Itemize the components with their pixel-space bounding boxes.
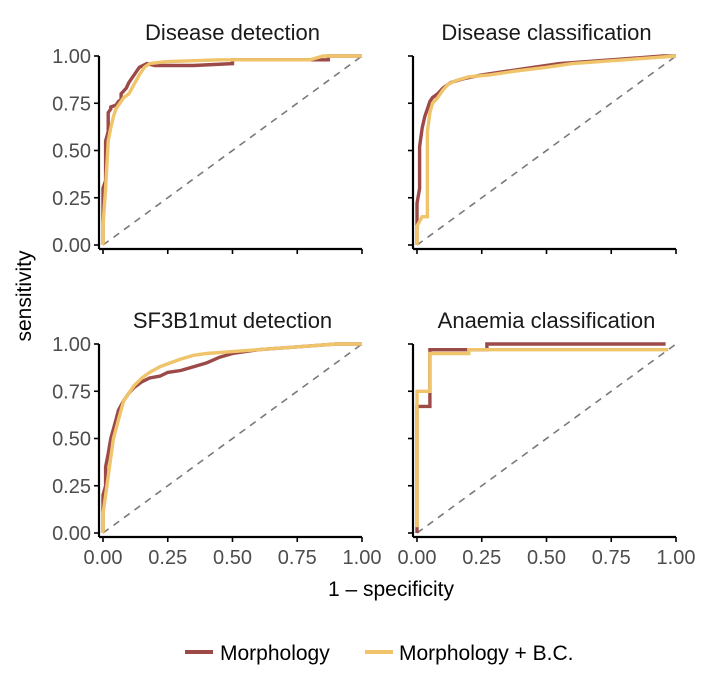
diagonal-reference-line [102,55,363,246]
y-axis-title: sensitivity [13,250,36,342]
y-tick-label: 1.00 [52,334,91,356]
y-tick-label: 1.00 [52,46,91,68]
panel-title: Disease detection [145,20,320,45]
panel-title: SF3B1mut detection [133,308,332,333]
roc-line-morphology-b-c [415,54,677,245]
x-tick-label: 0.00 [398,547,437,569]
y-tick-label: 0.75 [52,93,91,115]
x-tick-label: 0.50 [213,547,252,569]
x-tick-label: 0.50 [527,547,566,569]
y-tick-label: 0.50 [52,429,91,451]
panel-disease-classification: Disease classification [408,20,677,254]
roc-line-morphology [415,342,666,533]
x-tick-label: 1.00 [657,547,696,569]
roc-line-morphology-b-c [415,348,669,528]
y-tick-label: 0.25 [52,188,91,210]
y-tick-label: 0.00 [52,235,91,257]
legend-label-morphology-bc: Morphology + B.C. [399,642,574,665]
panel-title: Anaemia classification [438,308,656,333]
y-tick-label: 0.25 [52,476,91,498]
x-axis-title: 1 – specificity [328,578,455,601]
roc-panels: Disease detection0.000.250.500.751.00Dis… [52,20,695,569]
x-tick-label: 1.00 [343,547,382,569]
roc-line-morphology-b-c [101,54,362,245]
diagonal-reference-line [416,55,677,246]
panel-disease-detection: Disease detection 0.00 0.25 0.50 0.75 1.00 [52,20,363,257]
panel-title: Disease classification [441,20,651,45]
x-tick-label: 0.00 [84,547,123,569]
diagonal-reference-line [416,343,677,534]
legend: Morphology Morphology + B.C. [185,642,574,665]
y-tick-label: 0.50 [52,141,91,163]
panel-sf3b1mut-detection: SF3B1mut detection 0.00 0.25 0.50 0.75 1.00 0.… [52,308,381,569]
x-tick-label: 0.25 [148,547,187,569]
roc-line-morphology-b-c [101,342,362,533]
legend-label-morphology: Morphology [220,642,330,665]
x-tick-label: 0.75 [592,547,631,569]
diagonal-reference-line [102,343,363,534]
roc-line-morphology [101,54,362,245]
y-tick-label: 0.75 [52,381,91,403]
x-tick-label: 0.75 [278,547,317,569]
panel-anaemia-classification: Anaemia classification 0.00 0.25 0.50 0.75 1.… [398,308,696,569]
y-tick-label: 0.00 [52,523,91,545]
x-tick-label: 0.25 [462,547,501,569]
